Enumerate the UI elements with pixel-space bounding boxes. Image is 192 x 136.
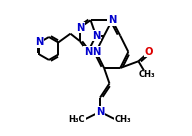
- Text: N: N: [35, 37, 44, 47]
- Text: O: O: [145, 47, 153, 57]
- Text: H₃C: H₃C: [69, 115, 85, 124]
- Text: N: N: [92, 47, 100, 57]
- Text: N: N: [108, 15, 116, 25]
- Text: CH₃: CH₃: [115, 115, 132, 124]
- Text: CH₃: CH₃: [138, 70, 155, 79]
- Text: N: N: [84, 47, 92, 57]
- Text: N: N: [96, 107, 104, 117]
- Text: N: N: [92, 31, 100, 41]
- Text: N: N: [76, 23, 84, 33]
